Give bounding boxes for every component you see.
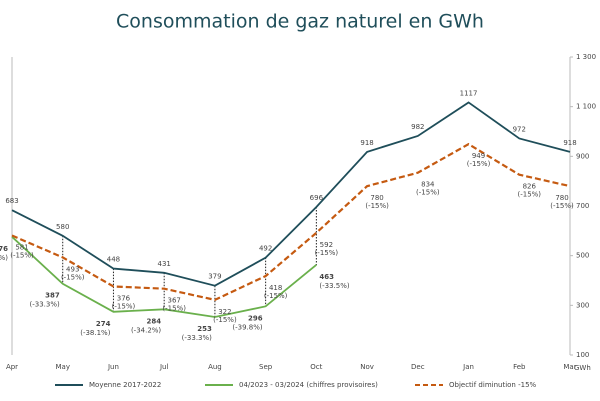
change-label: (-15%) [61, 273, 85, 281]
x-tick-label: Aug [208, 363, 222, 371]
change-label: (-15%) [315, 249, 339, 257]
value-label: 418 [269, 284, 282, 292]
value-label: 376 [117, 294, 131, 302]
x-tick-label: May [55, 363, 69, 371]
y-unit: GWh [574, 364, 591, 372]
x-tick-label: Mar [563, 363, 576, 371]
value-label: 463 [319, 273, 334, 281]
x-tick-label: Jun [107, 363, 119, 371]
change-label: (-39.8%) [232, 323, 262, 331]
value-label: 576 [0, 245, 8, 253]
value-label: 581 [15, 244, 28, 252]
value-label: 492 [259, 245, 272, 253]
value-label: 918 [563, 139, 576, 147]
value-label: 387 [45, 292, 60, 300]
change-label: (-15%) [517, 191, 541, 199]
change-label: (-33.3%) [182, 334, 212, 342]
change-label: (-15%) [162, 305, 186, 313]
value-label: 367 [167, 297, 180, 305]
value-label: 379 [208, 273, 221, 281]
value-label: 284 [147, 317, 162, 325]
chart-title: Consommation de gaz naturel en GWh [116, 11, 484, 33]
change-label: (-15%) [416, 189, 440, 197]
value-label: 296 [248, 314, 263, 322]
value-label: 431 [157, 260, 170, 268]
change-label: (-34.2%) [131, 326, 161, 334]
x-tick-label: Feb [513, 363, 526, 371]
series-line [11, 236, 317, 318]
value-label: 592 [320, 241, 333, 249]
x-tick-label: Apr [6, 363, 18, 371]
value-label: 322 [218, 308, 231, 316]
y-tick-label: 300 [576, 301, 589, 309]
x-tick-label: Nov [360, 363, 374, 371]
x-tick-label: Sep [259, 363, 273, 371]
value-label: 949 [472, 152, 485, 160]
value-label: 253 [197, 325, 212, 333]
legend-label: Moyenne 2017-2022 [89, 381, 161, 389]
x-tick-label: Oct [310, 363, 322, 371]
change-label: (-38.1%) [80, 329, 110, 337]
change-label: (-33.3%) [29, 301, 59, 309]
y-tick-label: 1 300 [576, 53, 596, 61]
series-line [11, 101, 571, 287]
value-label: 696 [310, 194, 324, 202]
legend-label: Objectif diminution -15% [449, 381, 537, 389]
value-label: 780 [370, 194, 383, 202]
change-label: (-15%) [467, 160, 491, 168]
x-tick-label: Jul [159, 363, 169, 371]
change-label: (-15%) [213, 316, 237, 324]
value-label: 683 [5, 197, 18, 205]
change-label: (-15%) [264, 292, 288, 300]
change-label: (-15%) [10, 252, 34, 260]
value-label: 493 [66, 265, 79, 273]
value-label: 1117 [460, 89, 478, 97]
legend-label: 04/2023 - 03/2024 (chiffres provisoires) [239, 381, 378, 389]
y-tick-label: 100 [576, 351, 589, 359]
value-label: 834 [421, 181, 435, 189]
value-label: 918 [360, 139, 373, 147]
value-label: 826 [523, 183, 537, 191]
y-tick-label: 700 [576, 202, 589, 210]
value-label: 780 [555, 194, 568, 202]
x-tick-label: Jan [462, 363, 474, 371]
value-label: 982 [411, 123, 424, 131]
y-tick-label: 900 [576, 152, 589, 160]
value-label: 448 [107, 256, 120, 264]
change-label: (-33.5%) [319, 282, 349, 290]
value-label: 972 [513, 125, 526, 133]
x-tick-label: Dec [411, 363, 425, 371]
change-label: (-15.6%) [0, 254, 8, 262]
y-tick-label: 1 100 [576, 103, 596, 111]
change-label: (-15%) [112, 302, 136, 310]
value-label: 274 [96, 320, 111, 328]
y-tick-label: 500 [576, 252, 589, 260]
change-label: (-15%) [365, 202, 389, 210]
series-line [11, 142, 571, 302]
change-label: (-15%) [550, 202, 574, 210]
value-label: 580 [56, 223, 69, 231]
